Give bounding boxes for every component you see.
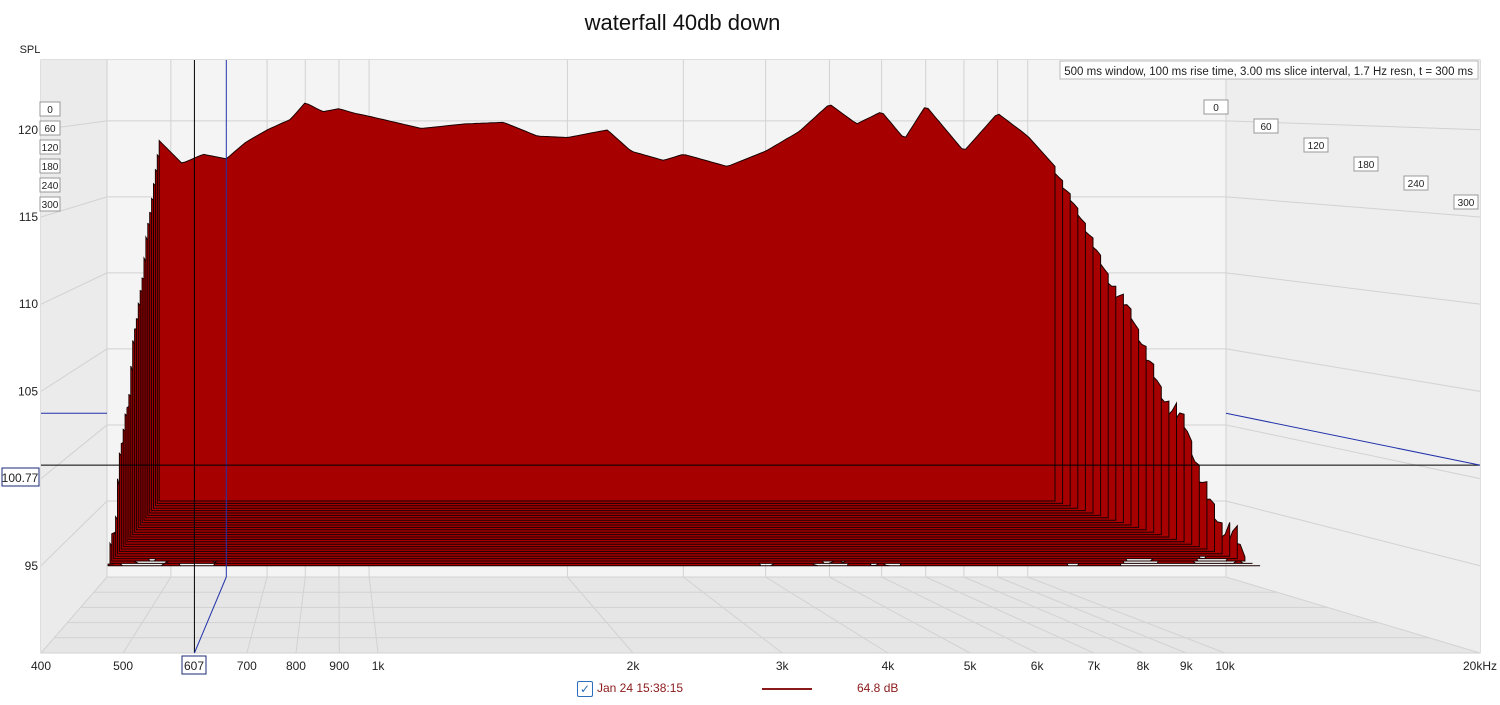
info-text: 500 ms window, 100 ms rise time, 3.00 ms… <box>1064 66 1473 78</box>
x-grid-floor <box>295 576 306 654</box>
y-tick-label: 105 <box>18 384 38 398</box>
y-tick-label: 95 <box>25 559 39 573</box>
x-tick-label: 5k <box>964 659 978 673</box>
info-box <box>1059 60 1479 80</box>
y-grid-left <box>40 196 108 218</box>
time-label-left: 300 <box>42 200 59 211</box>
time-label-box-left <box>39 101 61 117</box>
y-grid-right <box>1225 196 1481 218</box>
x-tick-label: 700 <box>237 659 257 673</box>
waterfall-slices <box>107 102 1261 567</box>
x-grid-floor <box>246 576 268 654</box>
time-label-right: 240 <box>1408 179 1425 190</box>
legend: ✓ Jan 24 15:38:15 64.8 dB <box>0 678 1500 702</box>
time-label-right: 180 <box>1358 160 1375 171</box>
x-grid-floor <box>829 576 971 654</box>
x-grid-floor <box>997 576 1187 654</box>
time-label-box-right <box>1403 175 1429 191</box>
x-grid-floor <box>765 576 889 654</box>
x-tick-label: 4k <box>882 659 896 673</box>
legend-series-line <box>762 688 812 690</box>
time-label-left: 180 <box>42 162 59 173</box>
time-label-box-left <box>39 196 61 212</box>
time-label-box-left <box>39 139 61 155</box>
time-label-right: 120 <box>1308 141 1325 152</box>
cursor-spl-box <box>1 467 40 487</box>
y-tick-label: 115 <box>19 210 38 224</box>
x-grid-floor <box>368 576 379 654</box>
cursor-horizontal-right <box>1225 412 1481 466</box>
y-grid-left <box>40 272 108 305</box>
x-tick-label: 900 <box>329 659 349 673</box>
y-grid-right <box>1225 424 1481 480</box>
x-grid-floor <box>881 576 1038 654</box>
time-label-left: 60 <box>44 124 56 135</box>
waterfall-slice <box>158 102 1056 502</box>
x-grid-floor <box>566 576 634 654</box>
y-axis-label: SPL <box>20 44 41 56</box>
time-label-box-right <box>1303 137 1329 153</box>
time-label-box-right <box>1353 156 1379 172</box>
x-tick-label: 500 <box>113 659 133 673</box>
x-tick-label: 6k <box>1031 659 1045 673</box>
x-tick-label: 9k <box>1180 659 1194 673</box>
cursor-floor-diagonal <box>193 576 227 654</box>
y-grid-right <box>1225 500 1481 567</box>
time-label-left: 0 <box>47 105 53 116</box>
x-tick-label: 800 <box>286 659 306 673</box>
legend-checkbox[interactable]: ✓ <box>577 681 593 697</box>
time-label-right: 60 <box>1260 122 1272 133</box>
floor <box>41 577 1480 653</box>
x-tick-label: 3k <box>776 659 790 673</box>
y-grid-left <box>40 348 108 392</box>
y-tick-label: 110 <box>19 297 38 311</box>
x-tick-label: 7k <box>1087 659 1101 673</box>
time-label-left: 240 <box>42 181 59 192</box>
y-grid-left <box>40 424 108 479</box>
x-tick-label: 20kHz <box>1463 659 1497 673</box>
x-tick-label: 400 <box>31 659 51 673</box>
x-grid-floor <box>963 576 1144 654</box>
legend-series-name: Jan 24 15:38:15 <box>597 681 684 695</box>
y-tick-label: 120 <box>18 123 38 137</box>
x-grid-floor <box>1225 576 1481 654</box>
time-label-box-left <box>39 177 61 193</box>
x-tick-label: 10k <box>1215 659 1235 673</box>
cursor-spl-readout: 100.77 <box>2 471 39 485</box>
x-grid-floor <box>925 576 1095 654</box>
time-label-left: 120 <box>42 143 59 154</box>
cursor-freq-box <box>181 655 207 675</box>
time-label-right: 300 <box>1458 198 1475 209</box>
x-tick-label: 8k <box>1137 659 1151 673</box>
x-grid-floor <box>40 576 108 654</box>
y-grid-right <box>1225 272 1481 305</box>
y-grid-right <box>1225 348 1481 392</box>
legend-series-value: 64.8 dB <box>857 681 899 695</box>
x-grid-floor <box>683 576 783 654</box>
x-grid-floor <box>1027 576 1226 654</box>
time-label-box-right <box>1453 194 1479 210</box>
x-grid-floor <box>122 576 172 654</box>
x-tick-label: 2k <box>627 659 641 673</box>
time-label-right: 0 <box>1213 103 1219 114</box>
time-label-box-right <box>1253 118 1279 134</box>
time-label-box-left <box>39 158 61 174</box>
right-wall <box>1226 60 1480 653</box>
cursor-freq-readout: 607 <box>184 659 204 673</box>
chart-title: waterfall 40db down <box>584 10 781 35</box>
x-tick-label: 1k <box>372 659 386 673</box>
time-label-box-right <box>1203 99 1229 115</box>
y-grid-left <box>40 500 108 567</box>
time-label-box-left <box>39 120 61 136</box>
